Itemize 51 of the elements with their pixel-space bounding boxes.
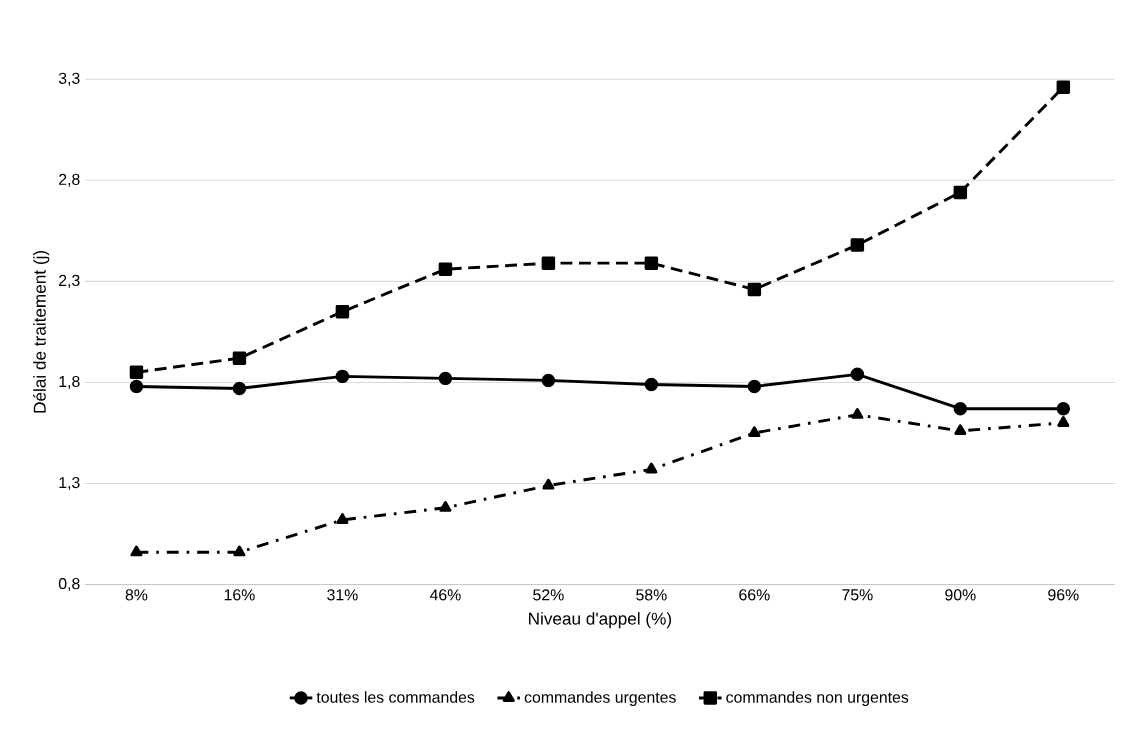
point xyxy=(1057,416,1070,428)
x-tick-label: 90% xyxy=(945,589,976,601)
point xyxy=(232,351,247,366)
x-tick-label: 58% xyxy=(636,589,667,601)
x-tick-label: 8% xyxy=(125,589,148,601)
y-tick-label: 0,8 xyxy=(58,578,80,592)
legend-label: commandes non urgentes xyxy=(726,691,909,707)
y-tick-label: 2,8 xyxy=(59,173,80,188)
point xyxy=(748,426,761,438)
x-tick-label: 46% xyxy=(429,589,461,601)
point xyxy=(232,381,247,396)
point xyxy=(1056,80,1071,95)
x-tick-label: 66% xyxy=(739,589,770,601)
point xyxy=(542,479,555,490)
point xyxy=(645,462,658,474)
point xyxy=(850,367,865,382)
point xyxy=(541,373,556,388)
point xyxy=(233,545,246,557)
y-tick-label: 2,3 xyxy=(59,275,80,289)
point xyxy=(644,377,659,392)
y-tick-label: 3,3 xyxy=(58,72,80,86)
x-tick-label: 96% xyxy=(1048,589,1079,601)
point xyxy=(954,424,967,436)
point xyxy=(438,262,453,277)
point xyxy=(850,238,865,252)
point xyxy=(747,282,762,297)
x-tick-label: 75% xyxy=(842,589,873,601)
x-tick-label: 31% xyxy=(327,589,358,601)
point xyxy=(129,365,144,380)
point xyxy=(541,256,556,271)
point xyxy=(335,305,350,319)
legend-label: commandes urgentes xyxy=(524,691,676,707)
x-tick-label: 16% xyxy=(224,589,255,601)
point xyxy=(129,379,144,394)
x-axis-title: Niveau d'appel (%) xyxy=(529,612,672,629)
point xyxy=(747,379,762,394)
point xyxy=(851,408,864,420)
legend-label: toutes les commandes xyxy=(316,691,475,704)
point xyxy=(1056,402,1071,416)
point xyxy=(953,402,968,416)
point xyxy=(335,369,350,384)
point xyxy=(130,545,143,557)
y-tick-label: 1,3 xyxy=(59,477,80,491)
x-tick-label: 52% xyxy=(533,589,564,601)
point xyxy=(336,513,349,525)
y-tick-label: 1,8 xyxy=(59,376,80,390)
point xyxy=(439,501,452,513)
point xyxy=(438,371,453,386)
point xyxy=(644,256,659,271)
point xyxy=(953,185,968,200)
y-axis-title: Délai de traitement (j) xyxy=(33,251,50,413)
